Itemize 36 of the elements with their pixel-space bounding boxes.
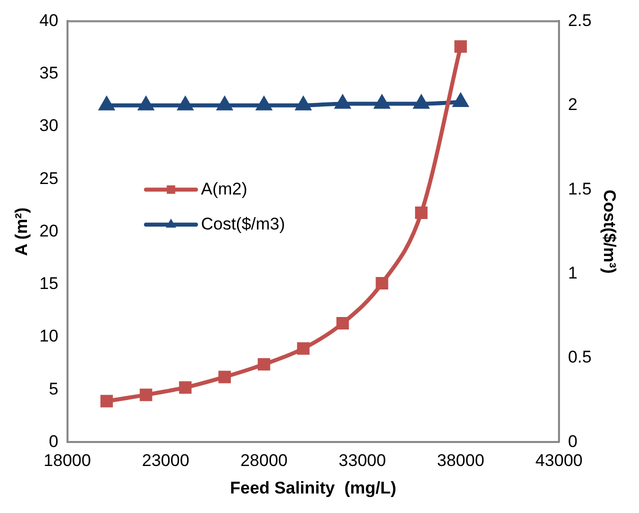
- point: [336, 317, 349, 330]
- y2-tick-label: 1: [568, 263, 578, 282]
- point: [258, 358, 270, 371]
- y-tick-label: 20: [39, 221, 58, 240]
- y2-tick-label: 0.5: [568, 348, 592, 367]
- x-tick-label: 43000: [535, 451, 583, 470]
- x-tick-label: 28000: [240, 451, 288, 470]
- x-tick-label: 23000: [142, 451, 190, 470]
- y2-tick-label: 2.5: [568, 10, 592, 30]
- y-tick-label: 35: [39, 64, 58, 83]
- y-tick-label: 10: [39, 326, 58, 346]
- x-tick-label: 18000: [44, 451, 91, 470]
- x-axis-title: Feed Salinity (mg/L): [230, 478, 396, 498]
- point: [454, 40, 467, 53]
- y2-tick-label: 1.5: [568, 179, 592, 198]
- point: [376, 277, 388, 290]
- point: [100, 394, 113, 408]
- y-tick-label: 40: [39, 10, 58, 30]
- y2-tick-label: 0: [568, 432, 578, 451]
- point: [140, 388, 152, 402]
- y2-axis-title: Cost($/m³): [600, 190, 620, 274]
- point: [297, 342, 310, 355]
- legend-label: A(m2): [200, 179, 248, 198]
- y-tick-label: 25: [39, 168, 58, 188]
- point: [218, 370, 231, 384]
- y-tick-label: 30: [39, 116, 58, 136]
- y-tick-label: 5: [48, 379, 58, 398]
- x-tick-label: 33000: [338, 451, 386, 470]
- point: [179, 381, 192, 394]
- legend-label: Cost($/m3): [200, 214, 286, 234]
- point: [415, 206, 428, 219]
- y2-tick-label: 2: [568, 95, 578, 114]
- y-tick-label: 15: [39, 274, 58, 294]
- x-tick-label: 38000: [436, 451, 484, 470]
- y-axis-title: A (m²): [12, 207, 31, 256]
- y-tick-label: 0: [48, 432, 58, 451]
